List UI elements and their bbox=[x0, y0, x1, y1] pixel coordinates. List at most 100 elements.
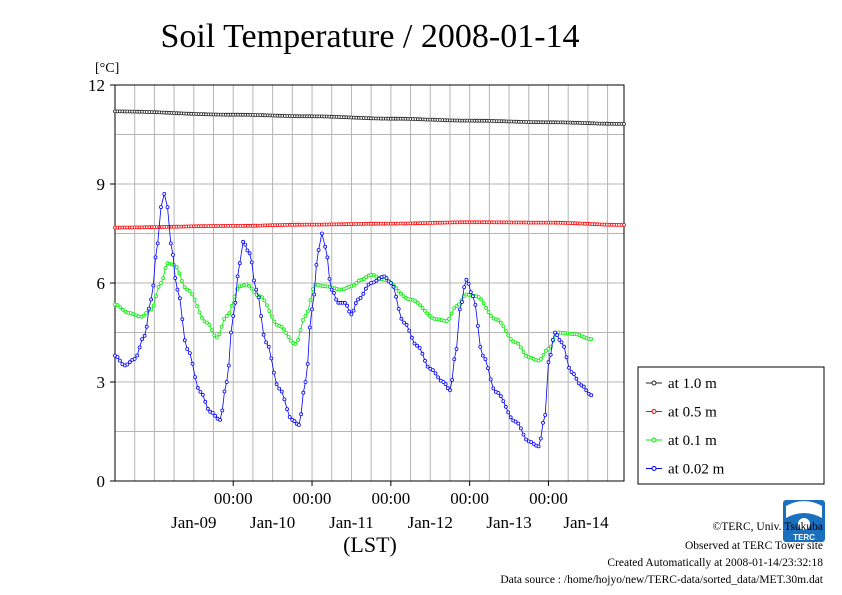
data-point bbox=[217, 332, 222, 337]
data-point bbox=[218, 417, 223, 422]
data-point bbox=[448, 388, 452, 393]
data-point bbox=[466, 281, 471, 286]
data-point bbox=[407, 328, 412, 333]
data-point bbox=[503, 328, 508, 333]
data-point bbox=[388, 281, 393, 285]
data-point bbox=[319, 231, 324, 236]
data-point bbox=[519, 345, 523, 350]
data-point bbox=[351, 308, 356, 313]
data-point bbox=[441, 380, 446, 384]
data-point bbox=[305, 361, 310, 366]
x-tick-date-label: Jan-11 bbox=[329, 513, 374, 532]
data-point bbox=[501, 399, 506, 404]
data-point bbox=[271, 370, 276, 375]
data-point bbox=[409, 335, 414, 340]
data-point bbox=[361, 291, 366, 296]
data-point bbox=[391, 284, 396, 289]
data-point bbox=[187, 351, 192, 356]
data-point bbox=[135, 353, 140, 358]
data-point bbox=[536, 358, 541, 363]
data-point bbox=[481, 301, 486, 306]
data-point bbox=[209, 328, 214, 332]
data-point bbox=[281, 327, 286, 332]
data-point bbox=[364, 275, 369, 280]
data-point bbox=[521, 350, 526, 355]
data-point bbox=[180, 317, 185, 322]
data-point bbox=[288, 338, 293, 343]
data-point bbox=[173, 276, 178, 280]
data-point bbox=[151, 303, 156, 308]
data-point bbox=[374, 278, 379, 283]
y-tick-label: 12 bbox=[88, 76, 105, 95]
data-point bbox=[174, 265, 179, 270]
data-point bbox=[475, 323, 480, 328]
data-point bbox=[622, 222, 626, 227]
data-point bbox=[498, 320, 503, 325]
data-point bbox=[192, 297, 197, 302]
data-point bbox=[404, 322, 409, 327]
data-point bbox=[423, 358, 427, 363]
data-point bbox=[347, 309, 352, 314]
data-point bbox=[292, 419, 297, 424]
data-point bbox=[316, 248, 321, 252]
data-point bbox=[252, 290, 257, 295]
data-point bbox=[396, 306, 401, 311]
data-point bbox=[259, 314, 264, 318]
data-point bbox=[195, 304, 200, 309]
data-point bbox=[422, 308, 427, 313]
data-point bbox=[371, 280, 376, 285]
data-point bbox=[235, 274, 240, 279]
x-tick-time-label: 00:00 bbox=[293, 489, 332, 508]
data-point bbox=[541, 352, 546, 357]
data-point bbox=[226, 363, 231, 368]
data-point bbox=[394, 294, 399, 299]
data-point bbox=[155, 241, 160, 246]
data-point bbox=[245, 248, 250, 253]
data-point bbox=[314, 262, 319, 267]
data-point bbox=[489, 313, 493, 318]
data-point bbox=[198, 389, 203, 394]
data-point bbox=[247, 251, 252, 256]
legend-label: at 1.0 m bbox=[668, 376, 717, 392]
y-tick-labels: 0 3 6 9 12 bbox=[88, 76, 115, 491]
y-tick-label: 3 bbox=[97, 373, 106, 392]
data-point bbox=[303, 314, 308, 318]
data-point bbox=[205, 406, 210, 411]
data-point bbox=[301, 390, 306, 395]
data-point bbox=[418, 303, 423, 308]
data-point bbox=[220, 408, 225, 413]
data-point bbox=[415, 300, 420, 305]
data-point bbox=[277, 386, 282, 391]
data-point bbox=[513, 419, 518, 424]
data-point bbox=[243, 242, 248, 247]
data-point bbox=[141, 313, 146, 318]
data-point bbox=[227, 311, 232, 316]
data-point bbox=[229, 303, 234, 308]
x-tick-time-label: 00:00 bbox=[214, 489, 253, 508]
data-point bbox=[464, 277, 469, 282]
x-tick-date-label: Jan-09 bbox=[171, 513, 216, 532]
data-point bbox=[589, 393, 594, 398]
data-point bbox=[197, 310, 202, 315]
logo-text: TERC bbox=[793, 533, 815, 542]
data-point bbox=[231, 314, 236, 318]
data-point bbox=[402, 320, 406, 325]
data-point bbox=[121, 307, 125, 312]
data-point bbox=[484, 305, 489, 310]
y-tick-label: 6 bbox=[97, 274, 106, 293]
data-point bbox=[118, 358, 122, 363]
data-point bbox=[261, 332, 266, 337]
data-point bbox=[140, 337, 145, 342]
data-point bbox=[415, 343, 420, 348]
data-point bbox=[516, 341, 521, 346]
data-point bbox=[399, 316, 404, 321]
data-point bbox=[154, 294, 158, 299]
data-point bbox=[269, 356, 274, 361]
data-point bbox=[538, 436, 543, 441]
data-point bbox=[200, 392, 205, 397]
data-point bbox=[541, 420, 545, 425]
data-point bbox=[567, 365, 571, 370]
chart-title: Soil Temperature / 2008-01-14 bbox=[160, 18, 579, 55]
data-point bbox=[449, 311, 454, 316]
